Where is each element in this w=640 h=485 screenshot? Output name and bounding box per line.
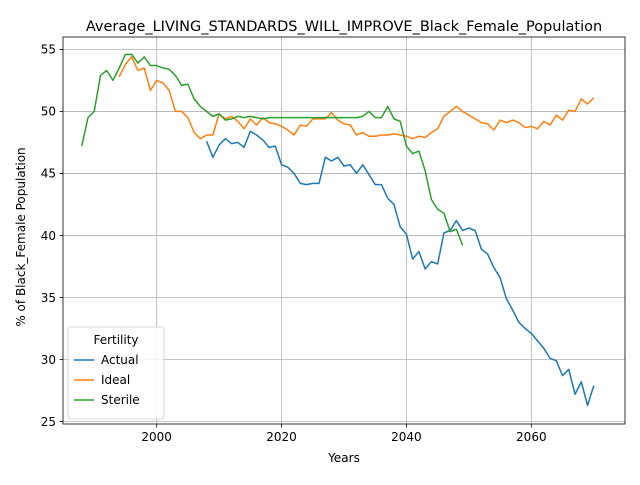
y-tick-label: 30: [41, 353, 56, 367]
x-tick-label: 2060: [516, 430, 547, 444]
x-axis-label: Years: [327, 451, 360, 465]
x-tick-label: 2020: [266, 430, 297, 444]
y-tick-label: 35: [41, 291, 56, 305]
legend: Fertility Actual Ideal Sterile: [67, 326, 165, 420]
y-tick-label: 40: [41, 229, 56, 243]
y-tick-label: 55: [41, 43, 56, 57]
x-tick-label: 2040: [391, 430, 422, 444]
series-line-actual: [205, 130, 595, 407]
series-line-ideal: [118, 56, 595, 140]
legend-label-ideal: Ideal: [101, 373, 130, 387]
legend-label-actual: Actual: [101, 353, 139, 367]
y-tick-label: 25: [41, 415, 56, 429]
legend-title: Fertility: [93, 333, 138, 347]
tick-labels: 2000 2020 2040 2060 25 30 35 40 45 50 55: [41, 43, 547, 444]
x-tick-label: 2000: [141, 430, 172, 444]
y-axis-label: % of Black_Female Population: [14, 147, 28, 326]
grid-lines: [63, 37, 625, 424]
series-lines: [80, 53, 595, 407]
series-line-sterile: [80, 53, 464, 246]
axes: [59, 36, 626, 428]
plot-frame: [62, 36, 626, 425]
legend-box: [67, 326, 165, 420]
legend-label-sterile: Sterile: [101, 393, 140, 407]
y-tick-label: 50: [41, 105, 56, 119]
y-tick-label: 45: [41, 167, 56, 181]
chart-title: Average_LIVING_STANDARDS_WILL_IMPROVE_Bl…: [86, 19, 602, 35]
